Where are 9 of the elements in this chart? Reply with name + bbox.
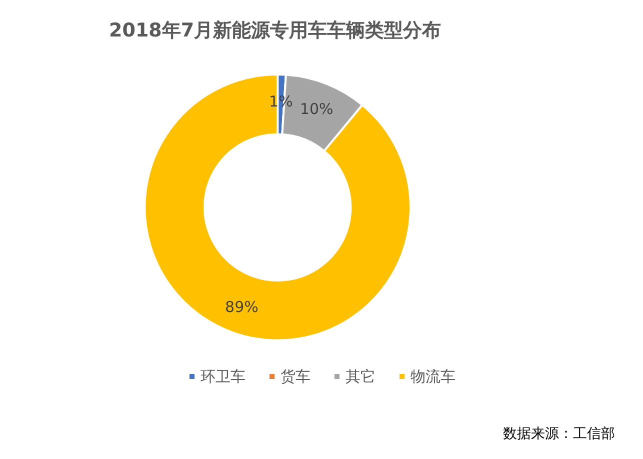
legend-label: 环卫车 [200, 368, 246, 386]
data-label: 89% [225, 298, 258, 316]
source-note: 数据来源：工信部 [503, 426, 615, 442]
legend-label: 其它 [346, 368, 376, 386]
legend-label: 货车 [280, 368, 310, 386]
data-label: 10% [300, 100, 334, 118]
chart-title: 2018年7月新能源专用车车辆类型分布 [109, 20, 442, 42]
data-label: 1% [269, 92, 293, 110]
legend-label: 物流车 [410, 368, 456, 386]
